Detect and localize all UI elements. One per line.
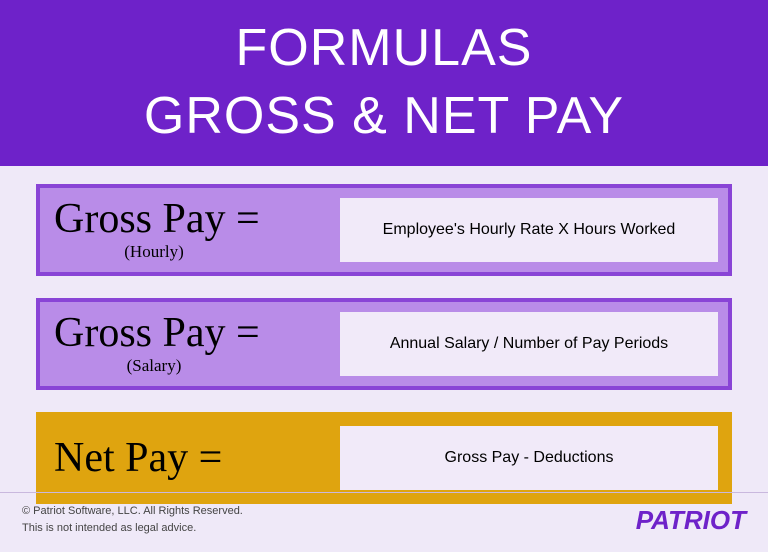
formula-name: Net Pay = — [54, 437, 340, 479]
formula-right: Annual Salary / Number of Pay Periods — [340, 302, 728, 386]
header-banner: FORMULAS GROSS & NET PAY — [0, 0, 768, 166]
formula-left: Net Pay = — [40, 416, 340, 500]
formula-right: Gross Pay - Deductions — [340, 416, 728, 500]
formula-subtitle: (Salary) — [54, 356, 254, 376]
formula-name: Gross Pay = — [54, 198, 340, 240]
copyright-text: © Patriot Software, LLC. All Rights Rese… — [22, 503, 243, 521]
patriot-logo: PATRIOT — [636, 505, 746, 536]
formula-rhs: Annual Salary / Number of Pay Periods — [340, 312, 718, 376]
formula-card-gross-hourly: Gross Pay = (Hourly) Employee's Hourly R… — [36, 184, 732, 276]
formula-card-gross-salary: Gross Pay = (Salary) Annual Salary / Num… — [36, 298, 732, 390]
formula-left: Gross Pay = (Hourly) — [40, 188, 340, 272]
formula-rhs: Gross Pay - Deductions — [340, 426, 718, 490]
formula-rhs: Employee's Hourly Rate X Hours Worked — [340, 198, 718, 262]
formula-subtitle: (Hourly) — [54, 242, 254, 262]
footer: © Patriot Software, LLC. All Rights Rese… — [0, 492, 768, 552]
disclaimer-text: This is not intended as legal advice. — [22, 520, 243, 538]
header-title-line2: GROSS & NET PAY — [144, 83, 624, 151]
formula-left: Gross Pay = (Salary) — [40, 302, 340, 386]
formulas-container: Gross Pay = (Hourly) Employee's Hourly R… — [0, 166, 768, 504]
footer-text: © Patriot Software, LLC. All Rights Rese… — [22, 503, 243, 538]
formula-card-net-pay: Net Pay = Gross Pay - Deductions — [36, 412, 732, 504]
formula-right: Employee's Hourly Rate X Hours Worked — [340, 188, 728, 272]
formula-name: Gross Pay = — [54, 312, 340, 354]
header-title-line1: FORMULAS — [236, 15, 533, 83]
